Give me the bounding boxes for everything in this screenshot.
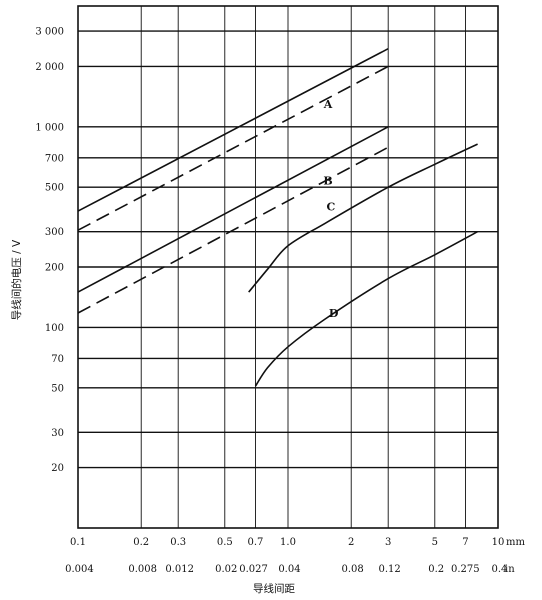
series-layer [77, 47, 478, 387]
x-tick-label-mm: 0.3 [170, 537, 186, 548]
x-tick-label-mm: 7 [462, 537, 468, 548]
y-tick-label: 3 000 [35, 27, 64, 38]
y-tick-label: 2 000 [35, 62, 64, 73]
y-tick-label: 200 [45, 263, 64, 274]
series-a-solid [77, 47, 389, 212]
x-unit-in: in [505, 564, 515, 575]
x-tick-label-in: 0.12 [379, 564, 401, 575]
y-tick-label: 700 [45, 153, 64, 164]
x-tick-label-in: 0.275 [451, 564, 480, 575]
x-tick-labels: 0.1 0.2 0.3 0.5 0.7 1.0 2 3 5 7 10 0.004 0.008 0.012 0… [65, 537, 507, 575]
curve-label-b: B [323, 174, 332, 187]
x-tick-label-in: 0.004 [65, 564, 94, 575]
x-tick-label-in: 0.008 [128, 564, 157, 575]
y-tick-label: 30 [51, 428, 64, 439]
series-b-solid [77, 126, 389, 293]
x-tick-label-in: 0.027 [239, 564, 268, 575]
y-tick-label: 300 [45, 227, 64, 238]
x-tick-label-mm: 0.2 [133, 537, 149, 548]
y-tick-label: 1 000 [35, 122, 64, 133]
y-tick-label: 100 [45, 323, 64, 334]
series-a-dashed [77, 65, 389, 231]
x-tick-label-in: 0.08 [342, 564, 364, 575]
x-tick-label-mm: 5 [432, 537, 438, 548]
x-tick-label-in: 0.04 [278, 564, 300, 575]
x-tick-label-in: 0.2 [428, 564, 444, 575]
x-unit-mm: mm [506, 537, 525, 548]
series-b-dashed [77, 146, 389, 314]
curve-label-d: D [329, 307, 339, 320]
x-tick-label-mm: 0.7 [248, 537, 264, 548]
x-tick-label-mm: 2 [348, 537, 354, 548]
curve-labels: A B C D [323, 98, 339, 320]
y-tick-label: 70 [51, 354, 64, 365]
x-tick-label-in: 0.02 [215, 564, 237, 575]
curve-label-a: A [323, 98, 333, 111]
x-tick-label-mm: 0.1 [70, 537, 86, 548]
y-tick-label: 50 [51, 383, 64, 394]
x-tick-label-mm: 3 [385, 537, 391, 548]
y-tick-label: 20 [51, 463, 64, 474]
series-d-solid [254, 230, 478, 387]
curve-label-c: C [326, 201, 335, 214]
grid [77, 5, 499, 529]
y-axis-label: 导线间的电压 / V [10, 239, 23, 320]
x-tick-label-mm: 0.5 [217, 537, 233, 548]
series-c-solid [248, 143, 478, 293]
x-tick-label-mm: 10 [492, 537, 505, 548]
y-tick-label: 500 [45, 183, 64, 194]
x-tick-label-in: 0.4 [491, 564, 507, 575]
y-tick-labels: 3 000 2 000 1 000 700 500 300 200 100 70 50 30 20 [35, 27, 64, 475]
x-tick-label-in: 0.012 [165, 564, 194, 575]
x-tick-label-mm: 1.0 [280, 537, 296, 548]
x-axis-label: 导线间距 [253, 582, 295, 595]
